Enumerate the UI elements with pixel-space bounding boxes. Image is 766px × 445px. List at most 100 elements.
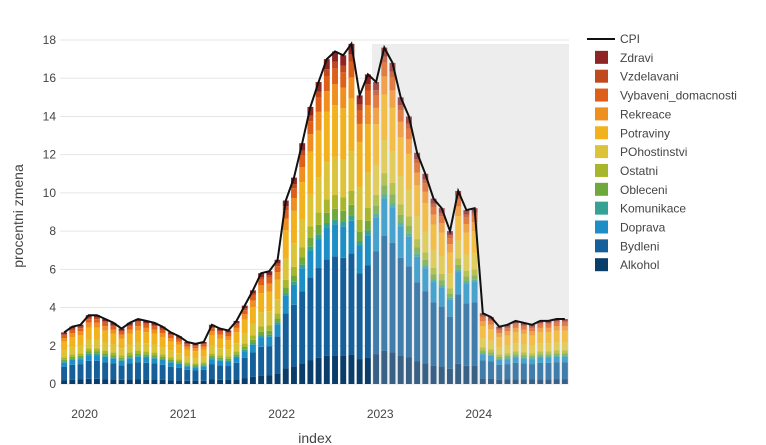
bar-segment-obleceni: [397, 214, 404, 223]
bar-segment-komunikace: [471, 279, 478, 283]
bar-segment-potraviny: [479, 326, 486, 339]
bar-segment-vzdelavani: [159, 328, 166, 330]
bar-segment-potraviny: [520, 333, 527, 345]
bar-segment-potraviny: [126, 333, 133, 345]
bar-segment-doprava: [85, 355, 92, 361]
bar-segment-alkohol: [93, 378, 100, 384]
bar-segment-komunikace: [545, 356, 552, 358]
bar-segment-doprava: [545, 357, 552, 363]
bar-segment-vzdelavani: [430, 203, 437, 207]
bar-segment-komunikace: [512, 356, 519, 358]
bar-segment-komunikace: [299, 264, 306, 269]
bar-segment-komunikace: [553, 355, 560, 357]
bar-segment-alkohol: [192, 380, 199, 384]
bar-segment-obleceni: [455, 264, 462, 270]
bar-segment-pohostinstvi: [488, 340, 494, 350]
bar-segment-rekreace: [471, 222, 478, 232]
bar-segment-bydleni: [389, 242, 396, 353]
bar-segment-vybaveni_domacnosti: [102, 322, 109, 327]
bar-segment-rekreace: [414, 172, 421, 186]
bar-segment-alkohol: [340, 355, 347, 384]
bar-segment-vybaveni_domacnosti: [430, 206, 437, 215]
bar-segment-vybaveni_domacnosti: [348, 61, 355, 78]
bar-segment-zdravi: [537, 320, 544, 324]
bar-segment-obleceni: [389, 194, 396, 204]
bar-segment-obleceni: [430, 274, 437, 280]
bar-segment-ostatni: [167, 357, 174, 360]
bar-segment-zdravi: [389, 62, 396, 72]
bar-segment-vzdelavani: [233, 323, 240, 325]
bar-segment-doprava: [176, 363, 182, 368]
bar-segment-pohostinstvi: [512, 343, 519, 352]
bar-segment-bydleni: [315, 268, 322, 358]
bar-segment-bydleni: [151, 363, 158, 380]
bar-segment-pohostinstvi: [167, 350, 174, 358]
bar-segment-potraviny: [258, 293, 265, 313]
bar-segment-rekreace: [389, 90, 396, 108]
bar-segment-obleceni: [102, 353, 109, 356]
bar-segment-vybaveni_domacnosti: [447, 237, 453, 245]
legend-label-obleceni: Obleceni: [620, 183, 667, 197]
bar-segment-vybaveni_domacnosti: [200, 344, 207, 347]
bar-segment-rekreace: [488, 324, 494, 330]
bar-segment-doprava: [364, 235, 371, 266]
bar-segment-komunikace: [373, 213, 380, 218]
bar-segment-vybaveni_domacnosti: [553, 322, 560, 327]
bar-segment-obleceni: [504, 356, 511, 359]
bar-segment-komunikace: [159, 358, 166, 360]
bar-segment-komunikace: [282, 293, 289, 296]
bar-segment-vybaveni_domacnosti: [118, 331, 125, 335]
bar-segment-doprava: [348, 220, 355, 254]
bar-segment-alkohol: [529, 379, 536, 384]
bar-segment-alkohol: [422, 363, 429, 384]
bar-segment-alkohol: [504, 379, 511, 384]
bar-segment-komunikace: [455, 269, 462, 273]
bar-segment-pohostinstvi: [545, 343, 552, 352]
bar-segment-potraviny: [389, 107, 396, 152]
bar-segment-ostatni: [118, 355, 125, 358]
bar-segment-alkohol: [151, 379, 158, 384]
bar-segment-rekreace: [496, 332, 503, 337]
bar-segment-bydleni: [184, 369, 191, 381]
bar-segment-doprava: [553, 356, 560, 363]
bar-segment-vzdelavani: [496, 328, 503, 330]
bar-segment-bydleni: [110, 363, 117, 380]
bar-segment-potraviny: [447, 252, 453, 274]
bar-segment-potraviny: [208, 335, 215, 346]
bar-segment-potraviny: [192, 351, 199, 359]
bar-segment-vzdelavani: [389, 71, 396, 78]
bar-segment-rekreace: [504, 331, 511, 336]
bar-segment-obleceni: [422, 259, 429, 266]
bar-segment-potraviny: [291, 210, 297, 244]
bar-segment-vzdelavani: [545, 323, 552, 325]
bar-segment-alkohol: [430, 365, 437, 384]
bar-segment-pohostinstvi: [102, 342, 109, 351]
bar-segment-komunikace: [496, 358, 503, 360]
bar-segment-bydleni: [143, 362, 150, 380]
bar-segment-rekreace: [274, 272, 281, 280]
bar-segment-alkohol: [545, 379, 552, 384]
bar-segment-komunikace: [447, 297, 453, 300]
bar-segment-rekreace: [381, 76, 388, 95]
legend-label-doprava: Doprava: [620, 221, 666, 235]
bar-segment-pohostinstvi: [332, 156, 338, 195]
bar-segment-alkohol: [323, 355, 330, 384]
bar-segment-vzdelavani: [455, 195, 462, 200]
bar-segment-zdravi: [397, 97, 404, 106]
y-axis-title: procentni zmena: [10, 164, 26, 268]
bar-segment-zdravi: [520, 322, 527, 325]
bar-segment-alkohol: [332, 355, 338, 384]
bar-segment-rekreace: [545, 327, 552, 333]
bar-segment-komunikace: [217, 359, 224, 361]
bar-segment-rekreace: [529, 331, 536, 336]
bar-segment-vybaveni_domacnosti: [184, 344, 191, 347]
bar-segment-ostatni: [217, 355, 224, 358]
bar-segment-ostatni: [405, 216, 412, 227]
bar-segment-bydleni: [167, 366, 174, 381]
bar-segment-komunikace: [504, 358, 511, 360]
bar-segment-vybaveni_domacnosti: [414, 163, 421, 173]
bar-segment-doprava: [307, 250, 314, 278]
bar-segment-alkohol: [184, 380, 191, 384]
bar-segment-doprava: [373, 217, 380, 252]
bar-segment-bydleni: [537, 362, 544, 380]
